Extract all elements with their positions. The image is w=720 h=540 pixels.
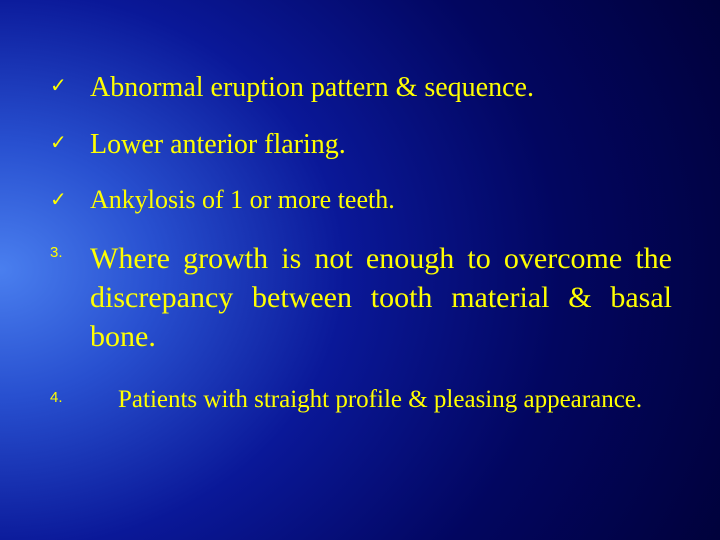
item-text: Ankylosis of 1 or more teeth.: [90, 184, 672, 217]
list-item: ✓ Lower anterior flaring.: [48, 127, 672, 162]
item-text: Abnormal eruption pattern & sequence.: [90, 70, 672, 105]
check-icon: ✓: [48, 184, 90, 210]
bullet-mark: ✓: [50, 132, 67, 154]
list-item: 4. Patients with straight profile & plea…: [48, 384, 672, 417]
number-bullet: 4.: [48, 384, 90, 406]
item-text: Lower anterior flaring.: [90, 127, 672, 162]
item-text: Patients with straight profile & pleasin…: [90, 384, 672, 417]
check-icon: ✓: [48, 70, 90, 96]
number-bullet: 3.: [48, 239, 90, 261]
check-icon: ✓: [48, 127, 90, 153]
slide: ✓ Abnormal eruption pattern & sequence. …: [0, 0, 720, 540]
bullet-mark: 3.: [50, 244, 63, 261]
list-item: ✓ Abnormal eruption pattern & sequence.: [48, 70, 672, 105]
bullet-mark: 4.: [50, 389, 63, 406]
list-item: 3. Where growth is not enough to overcom…: [48, 239, 672, 356]
bullet-mark: ✓: [50, 75, 67, 97]
list-item: ✓ Ankylosis of 1 or more teeth.: [48, 184, 672, 217]
bullet-mark: ✓: [50, 189, 67, 211]
item-text: Where growth is not enough to overcome t…: [90, 239, 672, 356]
